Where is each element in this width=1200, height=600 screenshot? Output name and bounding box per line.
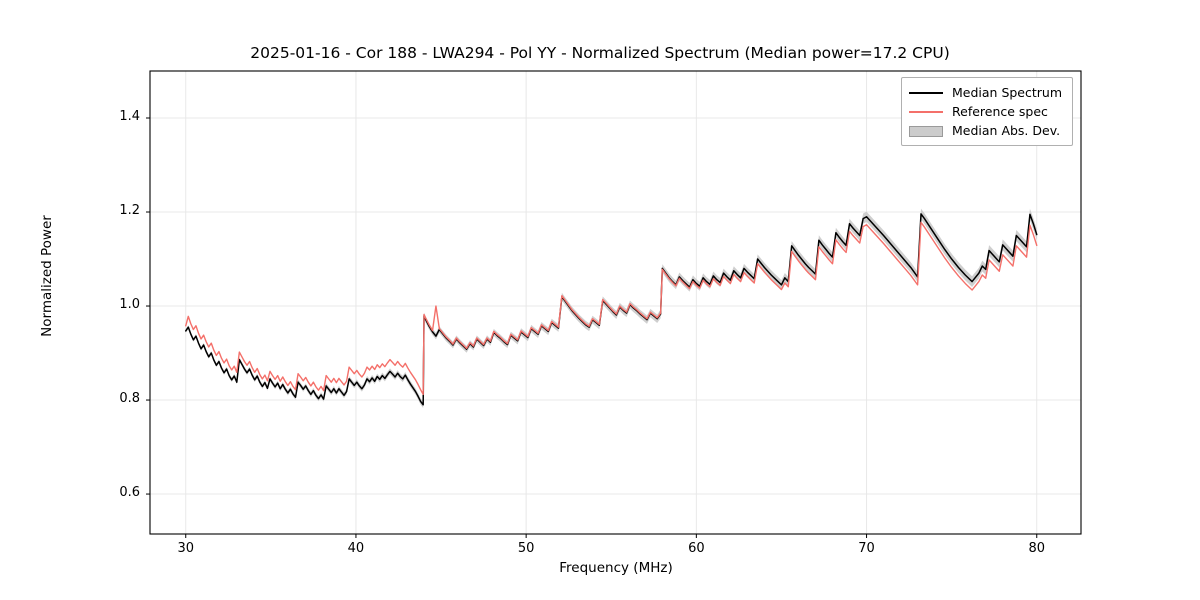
y-tick-label: 0.6 xyxy=(119,485,140,501)
y-tick-label: 0.8 xyxy=(119,391,140,407)
plot-frame xyxy=(149,70,1082,535)
y-tick-label: 1.4 xyxy=(119,109,140,124)
y-axis-label: Normalized Power xyxy=(39,215,55,337)
y-tick-label: 1.0 xyxy=(119,297,140,313)
y-tick-label: 1.2 xyxy=(119,203,140,218)
legend-swatch-patch-icon xyxy=(909,124,943,138)
axis-ticks xyxy=(146,117,1038,538)
x-tick-label: 40 xyxy=(347,541,365,556)
x-tick-label: 30 xyxy=(177,541,194,556)
x-tick-label: 60 xyxy=(688,541,705,556)
legend-item-median-abs-dev[interactable]: Median Abs. Dev. xyxy=(909,121,1065,140)
x-tick-label: 70 xyxy=(858,541,875,556)
median-spectrum-line xyxy=(184,213,1038,406)
legend-item-median-spectrum[interactable]: Median Spectrum xyxy=(909,83,1065,102)
data-series-group xyxy=(184,208,1038,408)
legend-label: Median Spectrum xyxy=(952,85,1063,100)
x-tick-label: 80 xyxy=(1028,541,1045,556)
x-tick-label: 50 xyxy=(517,541,535,556)
legend-item-reference-spec[interactable]: Reference spec xyxy=(909,102,1065,121)
chart-title: 2025-01-16 - Cor 188 - LWA294 - Pol YY -… xyxy=(250,44,950,62)
legend-swatch-line-icon xyxy=(909,86,943,100)
plot-background xyxy=(150,71,1081,534)
x-axis-label: Frequency (MHz) xyxy=(559,560,673,576)
legend-label: Reference spec xyxy=(952,104,1048,119)
legend-label: Median Abs. Dev. xyxy=(952,123,1061,138)
reference-spec-line xyxy=(185,221,1038,396)
gridlines xyxy=(150,71,1081,534)
legend-swatch-line-icon xyxy=(909,105,943,119)
chart-legend[interactable]: Median Spectrum Reference spec Median Ab… xyxy=(901,77,1073,146)
